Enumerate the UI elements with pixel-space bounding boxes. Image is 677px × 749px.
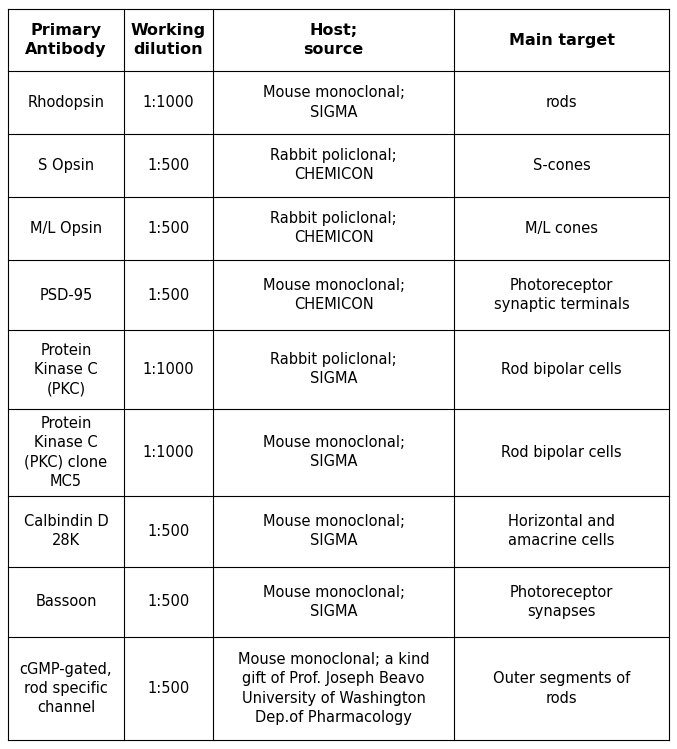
Text: Outer segments of
rods: Outer segments of rods [493,672,630,706]
Text: Mouse monoclonal;
SIGMA: Mouse monoclonal; SIGMA [263,585,405,619]
Text: Photoreceptor
synapses: Photoreceptor synapses [510,585,613,619]
Text: 1:1000: 1:1000 [143,445,194,460]
Text: cGMP-gated,
rod specific
channel: cGMP-gated, rod specific channel [20,662,112,715]
Text: Photoreceptor
synaptic terminals: Photoreceptor synaptic terminals [494,278,630,312]
Text: Protein
Kinase C
(PKC): Protein Kinase C (PKC) [34,343,97,396]
Text: Horizontal and
amacrine cells: Horizontal and amacrine cells [508,515,615,548]
Text: Mouse monoclonal;
SIGMA: Mouse monoclonal; SIGMA [263,515,405,548]
Text: Mouse monoclonal;
SIGMA: Mouse monoclonal; SIGMA [263,85,405,120]
Text: 1:500: 1:500 [147,595,190,610]
Text: 1:1000: 1:1000 [143,362,194,377]
Text: 1:1000: 1:1000 [143,95,194,110]
Text: Bassoon: Bassoon [35,595,97,610]
Text: M/L Opsin: M/L Opsin [30,221,102,236]
Text: 1:500: 1:500 [147,158,190,173]
Text: Rhodopsin: Rhodopsin [28,95,104,110]
Text: Rabbit policlonal;
CHEMICON: Rabbit policlonal; CHEMICON [270,211,397,246]
Text: 1:500: 1:500 [147,524,190,539]
Text: 1:500: 1:500 [147,221,190,236]
Text: Rabbit policlonal;
SIGMA: Rabbit policlonal; SIGMA [270,352,397,386]
Text: Rabbit policlonal;
CHEMICON: Rabbit policlonal; CHEMICON [270,148,397,183]
Text: Main target: Main target [508,32,615,47]
Text: Mouse monoclonal;
CHEMICON: Mouse monoclonal; CHEMICON [263,278,405,312]
Text: S-cones: S-cones [533,158,590,173]
Text: Primary
Antibody: Primary Antibody [25,23,107,57]
Text: Host;
source: Host; source [303,23,364,57]
Text: Calbindin D
28K: Calbindin D 28K [24,515,108,548]
Text: S Opsin: S Opsin [38,158,94,173]
Text: Rod bipolar cells: Rod bipolar cells [501,445,621,460]
Text: M/L cones: M/L cones [525,221,598,236]
Text: Working
dilution: Working dilution [131,23,206,57]
Text: Mouse monoclonal; a kind
gift of Prof. Joseph Beavo
University of Washington
Dep: Mouse monoclonal; a kind gift of Prof. J… [238,652,429,725]
Text: 1:500: 1:500 [147,681,190,696]
Text: PSD-95: PSD-95 [39,288,93,303]
Text: Rod bipolar cells: Rod bipolar cells [501,362,621,377]
Text: Protein
Kinase C
(PKC) clone
MC5: Protein Kinase C (PKC) clone MC5 [24,416,108,488]
Text: rods: rods [546,95,577,110]
Text: Mouse monoclonal;
SIGMA: Mouse monoclonal; SIGMA [263,435,405,470]
Text: 1:500: 1:500 [147,288,190,303]
